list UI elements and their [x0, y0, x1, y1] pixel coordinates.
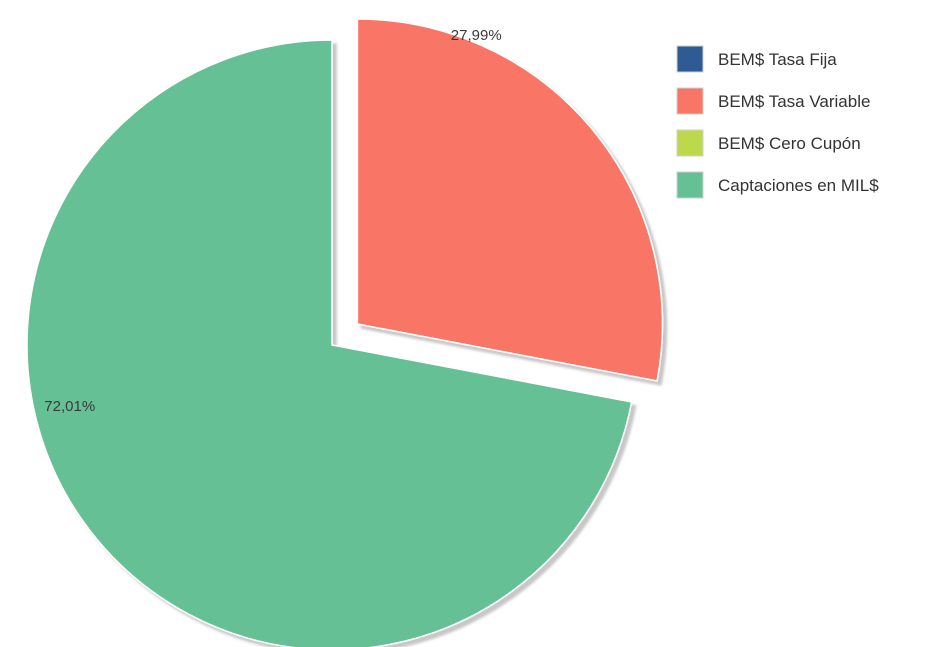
legend-item-captaciones-en-mil: Captaciones en MIL$: [676, 171, 879, 199]
legend-swatch: [676, 87, 704, 115]
legend-label: BEM$ Cero Cupón: [718, 134, 861, 153]
legend-item-bem-tasa-fija: BEM$ Tasa Fija: [676, 45, 837, 73]
legend-item-bem-cero-cupon: BEM$ Cero Cupón: [676, 129, 861, 157]
legend-swatch: [676, 129, 704, 157]
legend-swatch: [676, 45, 704, 73]
pie-slice-bem-tasa-variable: [356, 18, 664, 382]
legend-swatch: [676, 171, 704, 199]
slice-label-bem-tasa-variable: 27,99%: [451, 27, 502, 44]
legend: BEM$ Tasa Fija BEM$ Tasa Variable BEM$ Cer…: [676, 45, 879, 199]
pie-slices: [26, 18, 664, 647]
pie-slice-labels: 27,99% 72,01%: [44, 27, 501, 415]
legend-label: BEM$ Tasa Variable: [718, 92, 870, 111]
legend-label: Captaciones en MIL$: [718, 176, 879, 195]
legend-item-bem-tasa-variable: BEM$ Tasa Variable: [676, 87, 870, 115]
slice-label-captaciones-en-mil: 72,01%: [44, 398, 95, 415]
pie-slice-captaciones-en-mil: [26, 39, 633, 647]
legend-label: BEM$ Tasa Fija: [718, 50, 837, 69]
